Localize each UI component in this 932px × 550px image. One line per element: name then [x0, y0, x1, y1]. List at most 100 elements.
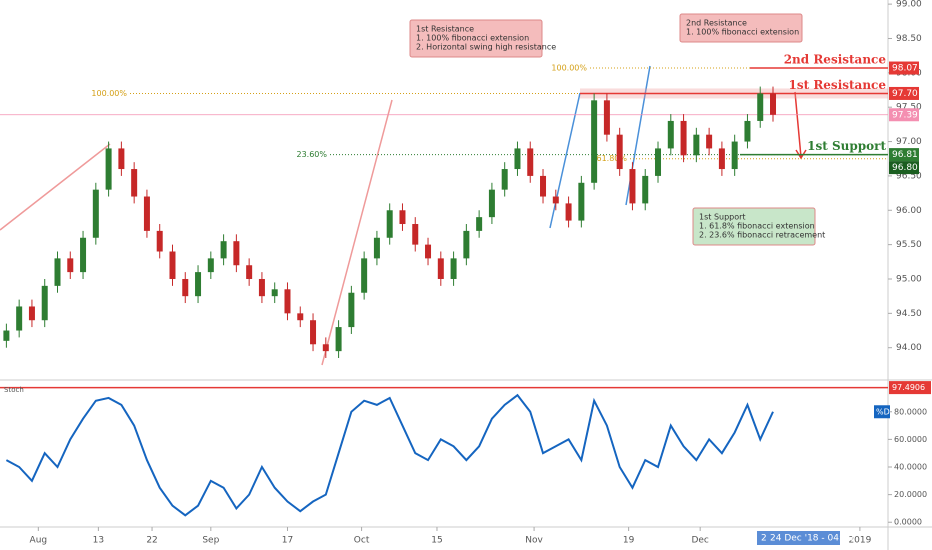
- candle-body: [667, 120, 674, 149]
- y-tick-label: 95.50: [896, 240, 922, 250]
- price-label: 96.81: [892, 150, 918, 160]
- candle-body: [41, 285, 48, 321]
- y-tick-label: 40.0000: [894, 463, 927, 472]
- candle-body: [476, 217, 483, 231]
- arrow-head: [795, 149, 807, 160]
- candle-body: [629, 169, 636, 204]
- candle-body: [552, 196, 559, 204]
- y-tick-label: 97.00: [896, 137, 922, 147]
- candle-body: [501, 169, 508, 190]
- candle-body: [514, 148, 521, 170]
- candle-body: [706, 134, 713, 149]
- annotation-box: [409, 19, 543, 58]
- fib-label: 100.00%: [91, 89, 127, 98]
- candle-body: [693, 134, 700, 156]
- price-label: 96.80: [892, 163, 918, 173]
- x-tick-label: Oct: [354, 536, 370, 546]
- price-label: 98.07: [892, 64, 918, 74]
- candle-body: [348, 292, 355, 328]
- x-tick-label: 15: [431, 536, 442, 546]
- annotation-text: 1st Support: [699, 213, 746, 222]
- candle-body: [169, 251, 176, 279]
- y-tick-label: 95.00: [896, 274, 922, 284]
- stoch-level-label: 97.4906: [892, 383, 925, 392]
- candle-body: [143, 196, 150, 231]
- candle-body: [258, 278, 265, 297]
- annotation-text: 2. Horizontal swing high resistance: [416, 43, 556, 52]
- x-tick-label: 22: [146, 536, 157, 546]
- candle-body: [770, 93, 777, 115]
- price-label-box: [889, 161, 919, 175]
- y-tick-label: 98.50: [896, 34, 922, 44]
- pane-title: Stoch: [4, 386, 24, 394]
- legend-box: [874, 405, 890, 419]
- candle-body: [297, 313, 304, 321]
- candle-body: [54, 258, 61, 286]
- candle-body: [744, 120, 751, 142]
- candle-body: [335, 327, 342, 352]
- annotation-box: [692, 207, 816, 246]
- candle-body: [361, 258, 368, 293]
- cursor-prefix: 2: [761, 534, 767, 544]
- fib-label: 61.80%: [596, 154, 627, 163]
- candle-body: [757, 93, 764, 121]
- price-label-box: [889, 108, 919, 122]
- price-label: 97.39: [892, 110, 918, 120]
- cursor-label: 24 Dec '18 - 04:00: [770, 534, 854, 544]
- candle-body: [450, 258, 457, 279]
- annotation-text: 1st Resistance: [416, 25, 474, 34]
- trend-arrow: [321, 99, 393, 366]
- candle-body: [284, 289, 291, 314]
- candle-body: [118, 148, 125, 170]
- candle-body: [616, 134, 623, 170]
- candle-body: [322, 344, 329, 352]
- annotation-text: 1. 100% fibonacci extension: [686, 28, 799, 37]
- annotation-text: 1. 61.8% fibonacci extension: [699, 222, 815, 231]
- candle-body: [182, 278, 189, 297]
- candle-body: [527, 148, 534, 176]
- candle-body: [310, 320, 317, 345]
- x-tick-label: 19: [623, 536, 635, 546]
- fib-label: 100.00%: [551, 64, 587, 73]
- candle-body: [578, 182, 585, 221]
- y-tick-label: 60.0000: [894, 435, 927, 444]
- trend-arrow: [549, 92, 581, 229]
- x-tick-label: Dec: [691, 536, 708, 546]
- stoch-line: [5, 393, 774, 517]
- x-tick-label: 17: [282, 536, 293, 546]
- fib-label: 23.60%: [296, 150, 327, 159]
- stoch-level-box: [889, 381, 931, 395]
- candle-body: [565, 203, 572, 221]
- x-tick-label: Sep: [202, 536, 219, 546]
- candle-body: [105, 148, 112, 190]
- y-tick-label: 94.00: [896, 343, 922, 353]
- price-label: 97.70: [892, 89, 918, 99]
- candle-body: [220, 241, 227, 259]
- candle-body: [412, 224, 419, 245]
- candle-body: [233, 241, 240, 266]
- y-tick-label: 0.0000: [894, 518, 922, 527]
- y-tick-label: 20.0000: [894, 490, 927, 499]
- x-tick-label: 2019: [848, 536, 871, 546]
- candle-body: [718, 148, 725, 170]
- candle-body: [131, 169, 138, 197]
- annotation-box: [679, 13, 803, 43]
- legend-label: %D: [876, 407, 890, 416]
- candle-body: [373, 237, 380, 259]
- candle-body: [642, 175, 649, 204]
- candle-body: [488, 189, 495, 218]
- candle-body: [399, 210, 406, 225]
- candle-body: [680, 120, 687, 156]
- x-tick-label: 13: [93, 536, 104, 546]
- y-tick-label: 94.50: [896, 309, 922, 319]
- target-arrow: [794, 91, 802, 158]
- annotation-text: 1. 100% fibonacci extension: [416, 34, 529, 43]
- candle-body: [3, 330, 10, 341]
- x-tick-label: Aug: [30, 536, 48, 546]
- candle-body: [16, 306, 23, 331]
- trend-arrow: [0, 143, 111, 231]
